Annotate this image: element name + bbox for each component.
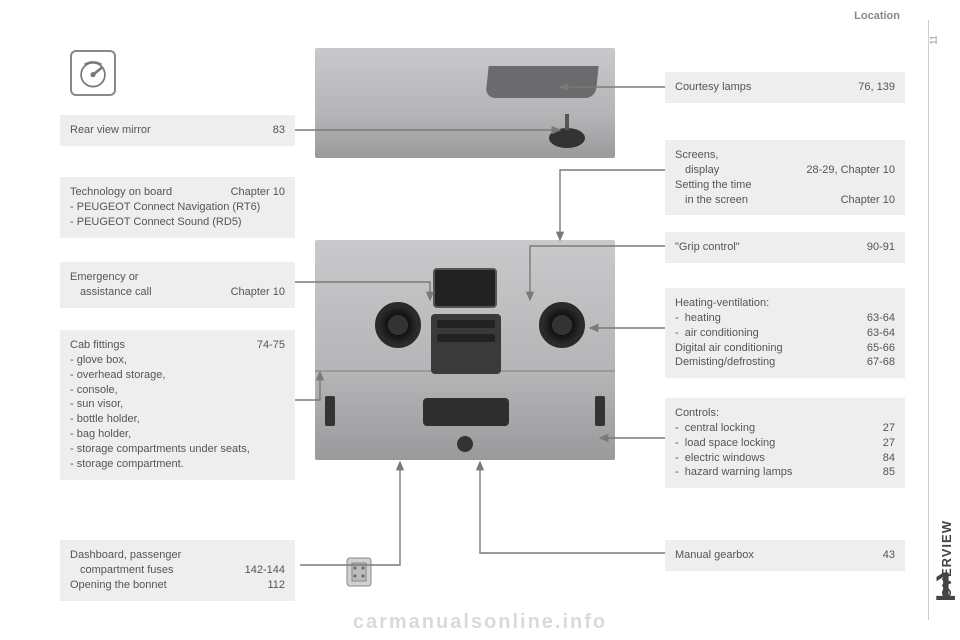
cab-page: 74-75 (257, 338, 285, 353)
screens-p4: Chapter 10 (841, 193, 895, 208)
dash-p3: 112 (267, 578, 285, 593)
left-buttons-graphic (325, 396, 335, 426)
tech-ref: Chapter 10 (231, 185, 285, 200)
controls-r2-l: - electric windows (675, 451, 765, 466)
grip-page: 90-91 (867, 240, 895, 255)
callout-cab: Cab fittings 74-75 glove box, overhead s… (60, 330, 295, 480)
heating-r1-p: 63-64 (867, 326, 895, 341)
right-buttons-graphic (595, 396, 605, 426)
cab-item-3: sun visor, (70, 397, 285, 412)
dash-p2: 142-144 (245, 563, 285, 578)
screens-l2: display (675, 163, 719, 178)
controls-r0-p: 27 (883, 421, 895, 436)
controls-r1-p: 27 (883, 436, 895, 451)
heating-r2-l: Digital air conditioning (675, 341, 783, 356)
screens-l1: Screens, (675, 148, 895, 163)
callout-gearbox: Manual gearbox 43 (665, 540, 905, 571)
rear-mirror-label: Rear view mirror (70, 123, 151, 138)
cab-item-5: bag holder, (70, 427, 285, 442)
heating-title: Heating-ventilation: (675, 296, 895, 311)
callout-tech: Technology on board Chapter 10 PEUGEOT C… (60, 177, 295, 238)
dash-l2: compartment fuses (70, 563, 174, 578)
cab-item-4: bottle holder, (70, 412, 285, 427)
dashboard-icon (70, 50, 116, 96)
emergency-l2: assistance call (70, 285, 152, 300)
cab-item-0: glove box, (70, 353, 285, 368)
rear-mirror-graphic (549, 128, 585, 148)
image-center-console (315, 240, 615, 460)
emergency-l1: Emergency or (70, 270, 285, 285)
controls-r1-l: - load space locking (675, 436, 775, 451)
tech-item-0: PEUGEOT Connect Navigation (RT6) (70, 200, 285, 215)
gearbox-page: 43 (883, 548, 895, 563)
cab-item-2: console, (70, 383, 285, 398)
tech-item-1: PEUGEOT Connect Sound (RD5) (70, 215, 285, 230)
controls-title: Controls: (675, 406, 895, 421)
controls-r2-p: 84 (883, 451, 895, 466)
heating-r2-p: 65-66 (867, 341, 895, 356)
hvac-graphic (423, 398, 509, 426)
screens-p2: 28-29, Chapter 10 (806, 163, 895, 178)
callout-heating: Heating-ventilation: - heating 63-64 - ai… (665, 288, 905, 378)
heating-r0-p: 63-64 (867, 311, 895, 326)
image-mirror-area (315, 48, 615, 158)
heating-r0-l: - heating (675, 311, 721, 326)
tech-title: Technology on board (70, 185, 172, 200)
vent-left-graphic (375, 302, 421, 348)
screen-graphic (433, 268, 497, 308)
callout-controls: Controls: - central locking 27 - load spa… (665, 398, 905, 488)
screens-l4: in the screen (675, 193, 748, 208)
controls-r3-l: - hazard warning lamps (675, 465, 792, 480)
heating-r3-p: 67-68 (867, 355, 895, 370)
callout-dash: Dashboard, passenger compartment fuses 1… (60, 540, 295, 601)
gearbox-label: Manual gearbox (675, 548, 754, 563)
stereo-graphic (431, 314, 501, 374)
header-location: Location (854, 10, 900, 22)
controls-r0-l: - central locking (675, 421, 755, 436)
emergency-ref: Chapter 10 (231, 285, 285, 300)
courtesy-page: 76, 139 (858, 80, 895, 95)
cab-item-6: storage compartments under seats, (70, 442, 285, 457)
callout-emergency: Emergency or assistance call Chapter 10 (60, 262, 295, 308)
cab-title: Cab fittings (70, 338, 125, 353)
cab-item-1: overhead storage, (70, 368, 285, 383)
controls-r3-p: 85 (883, 465, 895, 480)
callout-grip: "Grip control" 90-91 (665, 232, 905, 263)
grip-label: "Grip control" (675, 240, 740, 255)
shifter-graphic (457, 436, 473, 452)
callout-rear-mirror: Rear view mirror 83 (60, 115, 295, 146)
heating-r3-l: Demisting/defrosting (675, 355, 775, 370)
watermark: carmanualsonline.info (0, 611, 960, 634)
cab-item-7: storage compartment. (70, 457, 285, 472)
dash-l1: Dashboard, passenger (70, 548, 285, 563)
courtesy-lamp-graphic (485, 66, 598, 98)
callout-screens: Screens, display 28-29, Chapter 10 Setti… (665, 140, 905, 215)
fuse-icon (345, 554, 373, 590)
rear-mirror-page: 83 (273, 123, 285, 138)
vent-right-graphic (539, 302, 585, 348)
callout-courtesy: Courtesy lamps 76, 139 (665, 72, 905, 103)
heating-r1-l: - air conditioning (675, 326, 759, 341)
section-number: 1 (934, 565, 956, 610)
screens-l3: Setting the time (675, 178, 895, 193)
dash-l3: Opening the bonnet (70, 578, 167, 593)
courtesy-label: Courtesy lamps (675, 80, 751, 95)
